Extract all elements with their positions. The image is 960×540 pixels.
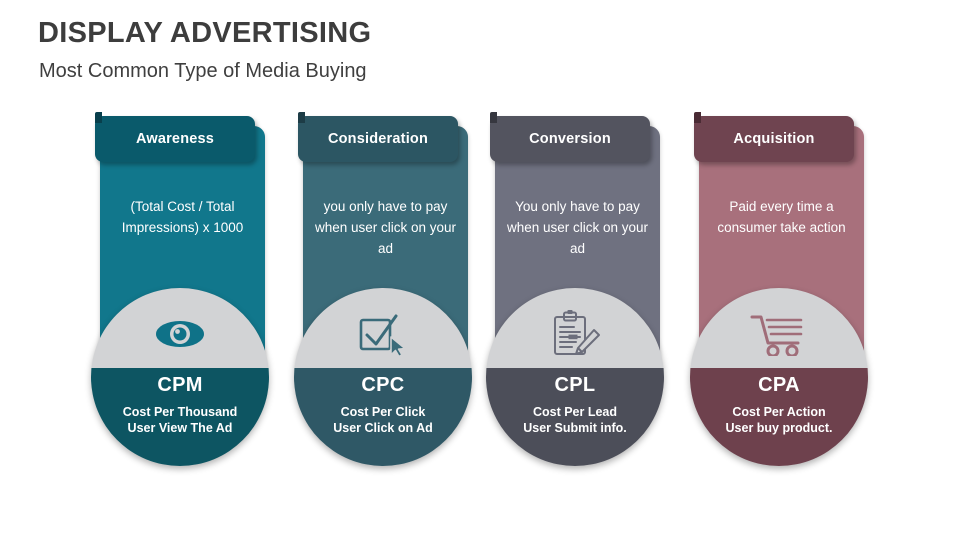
page-subtitle: Most Common Type of Media Buying [39,60,367,82]
metric-line1: Cost Per Thousand [122,405,238,419]
stage-label: Conversion [529,131,611,147]
metric-line2: User Click on Ad [333,421,433,435]
circle-text: CPC Cost Per Click User Click on Ad [294,372,472,436]
column-consideration: you only have to pay when user click on … [294,112,472,472]
column-conversion: You only have to pay when user click on … [486,112,664,472]
tab-fold [298,112,305,123]
stage-tab[interactable]: Acquisition [694,116,854,162]
metric-line2: User buy product. [725,421,833,435]
eye-icon [91,302,269,366]
circle-text: CPA Cost Per Action User buy product. [690,372,868,436]
metric-line1: Cost Per Click [340,405,426,419]
metric-line1: Cost Per Lead [532,405,618,419]
clipboard-pencil-icon [486,302,664,366]
page-title: DISPLAY ADVERTISING [38,17,372,49]
metric-line2: User View The Ad [127,421,233,435]
panel-description: Paid every time a consumer take action [717,199,846,235]
panel-description: (Total Cost / Total Impressions) x 1000 [121,199,244,235]
metric-circle[interactable]: CPC Cost Per Click User Click on Ad [294,288,472,466]
circle-lower [294,368,472,466]
circle-text: CPM Cost Per Thousand User View The Ad [91,372,269,436]
metric-acronym: CPC [361,374,405,396]
circle-lower [690,368,868,466]
stage-tab[interactable]: Consideration [298,116,458,162]
stage-label: Consideration [327,131,429,147]
circle-lower [91,368,269,466]
panel-description: You only have to pay when user click on … [506,199,649,256]
stage-tab[interactable]: Awareness [95,116,255,162]
metric-circle[interactable]: CPA Cost Per Action User buy product. [690,288,868,466]
tab-fold [95,112,102,123]
tab-fold [694,112,701,123]
metric-circle[interactable]: CPL Cost Per Lead User Submit info. [486,288,664,466]
stage-label: Awareness [135,131,215,147]
column-acquisition: Paid every time a consumer take action A… [690,112,868,472]
shopping-cart-icon [690,302,868,366]
tab-fold [490,112,497,123]
circle-lower [486,368,664,466]
checkbox-cursor-icon [294,302,472,366]
stage-label: Acquisition [733,131,815,147]
column-awareness: (Total Cost / Total Impressions) x 1000 … [91,112,269,472]
metric-line2: User Submit info. [523,421,627,435]
metric-circle[interactable]: CPM Cost Per Thousand User View The Ad [91,288,269,466]
metric-acronym: CPA [758,374,800,396]
metric-acronym: CPL [554,374,596,396]
panel-description: you only have to pay when user click on … [314,199,457,256]
stage-tab[interactable]: Conversion [490,116,650,162]
metric-line1: Cost Per Action [732,405,826,419]
circle-text: CPL Cost Per Lead User Submit info. [486,372,664,436]
metric-acronym: CPM [157,374,203,396]
